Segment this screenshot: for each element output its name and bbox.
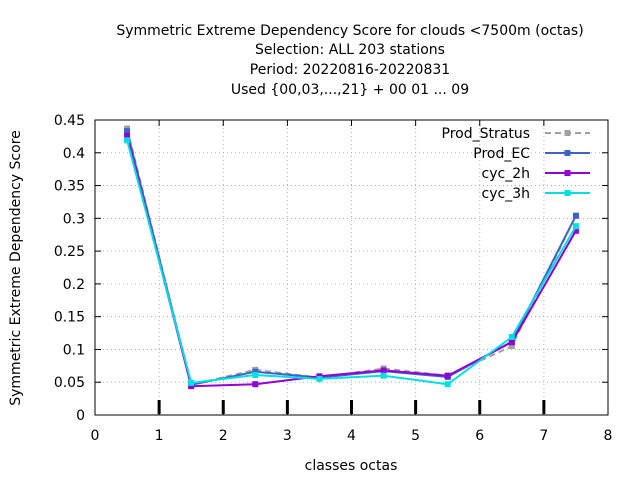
data-point-cyc-3h (188, 379, 195, 386)
legend-label-prod-stratus: Prod_Stratus (442, 126, 530, 142)
data-point-prod-ec (252, 368, 259, 375)
legend: Prod_Stratus Prod_EC cyc_2h cyc_3h (442, 126, 590, 202)
data-point-cyc-2h (380, 367, 387, 374)
x-tick-label: 2 (219, 428, 228, 444)
y-tick-label: 0.35 (54, 179, 85, 195)
y-tick-label: 0.2 (63, 277, 85, 293)
legend-marker-cyc-3h (564, 190, 571, 196)
data-point-cyc-2h (444, 372, 451, 379)
x-tick-label: 4 (347, 428, 356, 444)
grid (95, 120, 608, 415)
data-point-cyc-2h (252, 381, 259, 388)
x-tick-label: 3 (283, 428, 292, 444)
data-point-prod-ec (572, 212, 579, 219)
y-tick-label: 0.3 (63, 211, 85, 227)
chart-title: Symmetric Extreme Dependency Score for c… (116, 23, 583, 98)
data-point-prod-stratus (508, 343, 515, 350)
legend-label-cyc-2h: cyc_2h (482, 166, 530, 182)
legend-label-prod-ec: Prod_EC (473, 146, 530, 162)
series-lines (124, 125, 579, 390)
x-tick-label: 5 (411, 428, 420, 444)
y-tick-label: 0.45 (54, 113, 85, 129)
data-point-cyc-3h (572, 223, 579, 230)
axis-ticks (94, 119, 609, 416)
legend-marker-prod-ec (564, 150, 571, 156)
data-point-cyc-3h (380, 372, 387, 379)
y-tick-label: 0.15 (54, 310, 85, 326)
y-tick-label: 0 (76, 408, 85, 424)
legend-label-cyc-3h: cyc_3h (482, 186, 530, 202)
y-tick-label: 0.4 (63, 146, 85, 162)
data-point-cyc-2h (124, 132, 131, 139)
data-point-cyc-3h (508, 333, 515, 340)
chart-title-line-2: Selection: ALL 203 stations (255, 42, 445, 58)
y-tick-label: 0.05 (54, 375, 85, 391)
x-tick-label: 1 (155, 428, 164, 444)
data-point-cyc-3h (252, 372, 259, 379)
axis-tick-labels: 0 1 2 3 4 5 6 7 8 0 0.05 0.1 0.15 0.2 0.25 0.3 0.35 0.4 0.… (54, 113, 613, 444)
data-point-cyc-3h (444, 381, 451, 388)
data-point-cyc-2h (572, 227, 579, 234)
y-axis-label: Symmetric Extreme Dependency Score (8, 130, 24, 406)
data-point-cyc-2h (508, 339, 515, 346)
x-tick-label: 6 (475, 428, 484, 444)
data-point-cyc-2h (188, 383, 195, 390)
legend-marker-cyc-2h (564, 170, 571, 176)
chart-title-line-4: Used {00,03,...,21} + 00 01 ... 09 (231, 82, 469, 98)
y-tick-label: 0.25 (54, 244, 85, 260)
y-tick-label: 0.1 (63, 342, 85, 358)
chart-title-line-3: Period: 20220816-20220831 (250, 62, 450, 78)
x-tick-label: 0 (91, 428, 100, 444)
series-line-cyc-2h (126, 135, 577, 388)
x-tick-label: 8 (604, 428, 613, 444)
legend-marker-prod-stratus (564, 130, 571, 136)
x-axis-label: classes octas (305, 458, 398, 474)
series-line-cyc-3h (126, 140, 577, 386)
data-point-cyc-3h (316, 375, 323, 382)
x-tick-label: 7 (539, 428, 548, 444)
data-point-cyc-3h (124, 137, 131, 144)
data-point-prod-ec (124, 128, 131, 135)
chart-title-line-1: Symmetric Extreme Dependency Score for c… (116, 23, 583, 39)
